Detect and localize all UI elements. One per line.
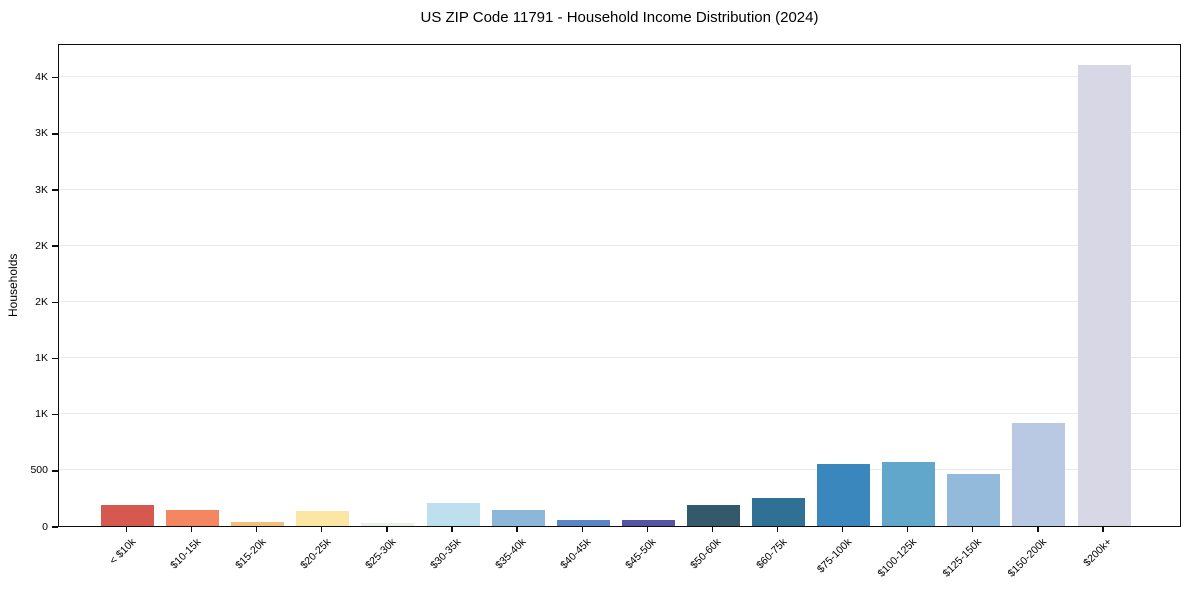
gridline (59, 76, 1180, 78)
x-tick (972, 527, 974, 532)
bar-$75-100k (817, 464, 871, 526)
y-tick (52, 133, 58, 135)
y-tick (52, 301, 58, 304)
gridline (59, 244, 1180, 246)
x-tick (386, 527, 388, 532)
y-tick-label: 2K (35, 239, 48, 252)
x-tick (711, 527, 714, 532)
bar-$40-45k (556, 519, 610, 526)
y-axis-label: Households (6, 253, 20, 318)
bar-$60-75k (752, 498, 805, 526)
gridline (59, 300, 1180, 302)
gridline (59, 413, 1180, 415)
gridline (59, 469, 1180, 471)
y-tick (52, 470, 58, 472)
x-tick-label: $150-200k (1005, 536, 1050, 580)
chart-title: US ZIP Code 11791 - Household Income Dis… (420, 9, 819, 26)
y-tick-label: 500 (30, 464, 48, 477)
x-tick-label: $125-150k (940, 536, 985, 580)
x-tick (190, 527, 193, 532)
x-tick-label: $10-15k (167, 536, 204, 572)
bar-$45-50k (621, 519, 675, 526)
x-tick (516, 527, 518, 532)
plot-area (58, 44, 1181, 527)
y-tick-label: 0 (42, 520, 48, 533)
x-tick-label: $30-35k (428, 536, 464, 572)
bar-$150-200k (1012, 422, 1066, 526)
x-tick-label: $200k+ (1081, 536, 1115, 570)
bar-$200k+ (1077, 65, 1131, 526)
x-tick-label: $20-25k (297, 536, 334, 572)
x-tick (451, 527, 453, 532)
bar-$35-40k (491, 510, 545, 526)
x-tick-label: $25-30k (363, 536, 399, 572)
y-tick (52, 189, 58, 191)
gridline (59, 132, 1180, 134)
x-tick-label: $35-40k (493, 536, 529, 572)
bar-$20-25k (296, 511, 350, 526)
gridline (59, 188, 1180, 190)
x-tick (321, 527, 323, 532)
y-tick-label: 2K (35, 295, 48, 308)
y-tick (52, 413, 58, 416)
y-tick (52, 357, 58, 360)
y-tick-label: 3K (35, 127, 48, 140)
x-tick (907, 527, 909, 532)
bar-$125-150k (947, 473, 1001, 526)
gridline (59, 357, 1180, 359)
x-tick-label: $100-125k (875, 536, 920, 580)
y-tick (52, 76, 58, 79)
bar-< $10k (101, 504, 154, 526)
x-tick (125, 527, 128, 532)
bar-$25-30k (361, 522, 415, 526)
x-tick-label: $50-60k (688, 536, 724, 572)
x-tick (1037, 527, 1039, 532)
y-tick-label: 1K (35, 352, 48, 364)
x-tick (646, 527, 648, 532)
y-tick-label: 1K (35, 408, 48, 421)
y-tick (52, 526, 58, 528)
bar-$15-20k (231, 521, 285, 526)
x-tick (1102, 527, 1104, 532)
x-tick-label: $15-20k (232, 536, 269, 572)
x-tick-label: < $10k (106, 536, 138, 567)
y-tick-label: 4K (35, 71, 48, 84)
x-tick (841, 527, 844, 532)
x-tick (776, 527, 779, 532)
x-tick-label: $75-100k (814, 536, 855, 576)
bar-$100-125k (882, 461, 936, 526)
bar-$10-15k (166, 509, 220, 526)
x-tick-label: $45-50k (623, 536, 659, 572)
x-tick (256, 527, 258, 532)
x-tick-label: $60-75k (753, 536, 789, 572)
bar-$50-60k (686, 504, 740, 526)
y-tick (52, 245, 58, 247)
x-tick (581, 527, 583, 532)
bar-$30-35k (426, 502, 480, 526)
x-tick-label: $40-45k (558, 536, 594, 572)
y-tick-label: 3K (35, 183, 48, 196)
